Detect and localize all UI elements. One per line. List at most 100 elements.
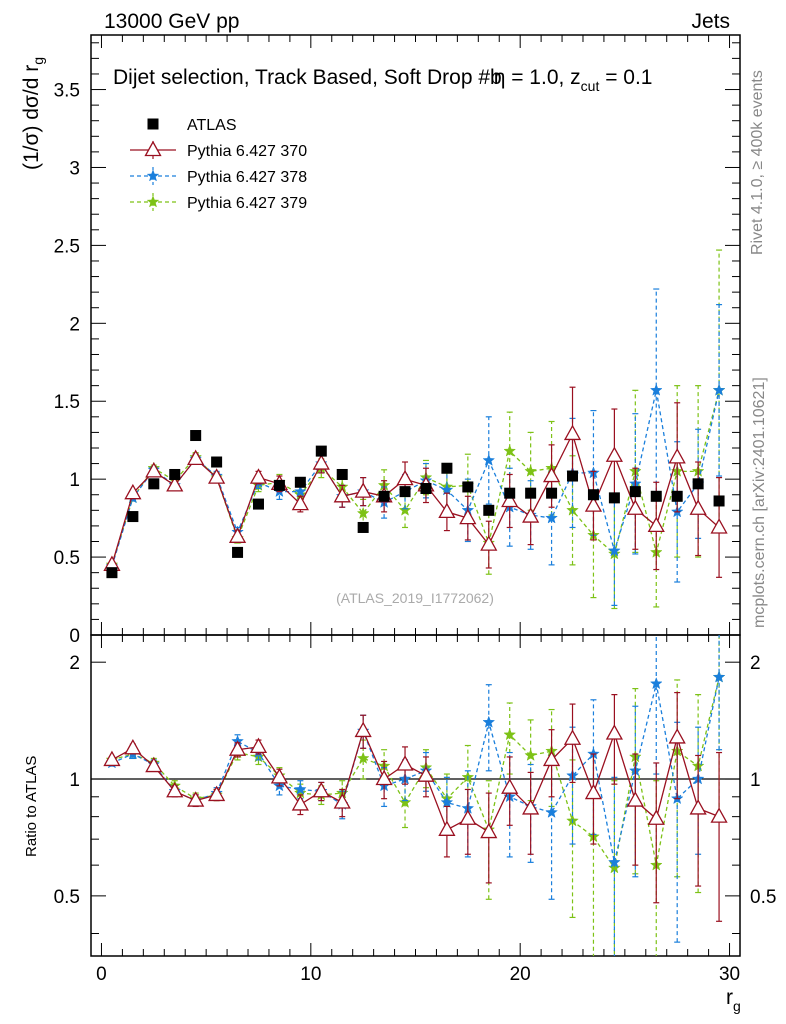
y-tick-label: 2 — [69, 314, 80, 335]
x-axis-label-main: r — [726, 986, 733, 1009]
ratio-point-p378 — [482, 715, 496, 728]
main-point-p378 — [482, 453, 496, 466]
main-point-data — [483, 504, 495, 516]
ratio-series-line-p379 — [111, 677, 720, 870]
plot-title-end: = 0.1 — [599, 66, 652, 89]
main-point-p370 — [480, 535, 498, 551]
ratio-point-p379 — [356, 751, 370, 764]
plot-title-tail: η = 1.0, z — [494, 66, 581, 89]
main-point-p370 — [605, 446, 623, 462]
main-point-data — [713, 495, 725, 507]
main-point-p370 — [522, 507, 540, 523]
main-point-data — [336, 468, 348, 480]
y-axis-label: (1/σ) dσ/d rg — [20, 57, 46, 170]
ratio-point-p370 — [291, 795, 309, 811]
main-point-data — [315, 445, 327, 457]
main-point-p370 — [689, 499, 707, 515]
main-point-p370 — [124, 483, 142, 500]
main-point-p378 — [545, 511, 558, 524]
ratio-point-p370 — [668, 728, 686, 744]
legend-marker-p370 — [144, 140, 162, 157]
main-point-data — [692, 478, 704, 490]
ratio-point-p370 — [542, 750, 561, 767]
ratio-point-p370 — [166, 781, 184, 798]
ratio-point-p379 — [398, 795, 412, 808]
main-point-p370 — [668, 447, 686, 464]
y-tick-label: 3 — [69, 158, 80, 179]
ratio-y-tick-label: 1 — [69, 770, 80, 791]
analysis-watermark: (ATLAS_2019_I1772062) — [336, 590, 494, 606]
main-point-p378 — [649, 383, 663, 396]
legend-marker-p378 — [146, 169, 160, 182]
main-point-p370 — [145, 462, 163, 478]
legend-marker-p379 — [146, 195, 160, 208]
main-point-data — [462, 481, 474, 493]
plot-title-sub: cut — [581, 78, 600, 94]
main-point-data — [273, 479, 285, 491]
main-point-data — [127, 511, 139, 523]
ratio-point-p378 — [440, 795, 454, 808]
main-point-data — [169, 468, 181, 480]
main-point-p370 — [710, 518, 728, 534]
ratio-point-p370 — [228, 740, 247, 756]
ratio-point-p370 — [396, 755, 414, 771]
ratio-point-p370 — [480, 822, 498, 839]
ratio-axis-label: Ratio to ATLAS — [23, 756, 40, 857]
plot-title: Dijet selection, Track Based, Soft Drop … — [113, 66, 653, 94]
y-tick-label: 1.5 — [54, 392, 80, 413]
main-point-data — [252, 498, 264, 510]
main-series-line-p378 — [111, 390, 720, 567]
main-point-data — [504, 487, 516, 499]
y-tick-label: 0 — [69, 626, 80, 647]
ratio-y-tick-label-right: 1 — [750, 770, 761, 791]
ratio-point-p370 — [333, 793, 351, 809]
main-point-data — [378, 490, 390, 502]
main-point-p370 — [187, 449, 205, 466]
ratio-point-p370 — [689, 799, 707, 815]
main-point-p370 — [563, 424, 582, 441]
main-point-data — [546, 487, 558, 499]
main-point-data — [420, 483, 432, 495]
header-jets-label: Jets — [691, 10, 730, 33]
legend: ATLAS Pythia 6.427 370 Pythia 6.427 378 Pyt… — [130, 117, 307, 212]
main-point-p370 — [166, 476, 184, 492]
main-series-line-p379 — [111, 390, 720, 566]
ratio-point-p370 — [417, 766, 435, 782]
y-tick-label: 2.5 — [54, 236, 80, 257]
legend-label-p379: Pythia 6.427 379 — [187, 195, 307, 212]
main-point-p370 — [396, 469, 414, 486]
main-point-data — [608, 492, 620, 504]
main-point-p370 — [333, 486, 351, 503]
ratio-point-p370 — [522, 799, 540, 815]
ratio-point-p379 — [524, 748, 538, 761]
ratio-point-p370 — [563, 729, 582, 745]
ratio-series-line-p370 — [111, 729, 720, 834]
ratio-y-tick-label: 0.5 — [54, 887, 80, 908]
y-axis-label-main: (1/σ) dσ/d r — [20, 65, 43, 170]
legend-marker-data — [147, 118, 159, 130]
ratio-point-p378 — [545, 805, 558, 818]
main-point-p378 — [440, 483, 454, 496]
ratio-point-p378 — [712, 670, 726, 683]
ratio-point-p370 — [124, 738, 142, 755]
axes-layer: 0 10 20 30 0 0.5 1 1.5 2 2.5 3 3.5 0.5 0.5 1 1 2 2 — [54, 35, 776, 985]
x-axis-label-sub: g — [733, 998, 741, 1014]
legend-label-data: ATLAS — [187, 117, 237, 134]
main-point-p370 — [647, 516, 665, 533]
ratio-point-p370 — [501, 778, 519, 794]
y-tick-label: 1 — [69, 470, 80, 491]
y-tick-label: 3.5 — [54, 81, 80, 102]
y-tick-label: 0.5 — [54, 548, 80, 569]
legend-label-p378: Pythia 6.427 378 — [187, 169, 307, 186]
main-point-data — [671, 490, 683, 502]
main-point-p370 — [501, 491, 519, 508]
ratio-point-p370 — [103, 750, 121, 767]
x-tick-label: 30 — [719, 964, 740, 985]
main-point-data — [441, 462, 453, 474]
ratio-point-p370 — [605, 724, 623, 740]
main-point-data — [190, 430, 202, 442]
ratio-y-tick-label-right: 0.5 — [750, 887, 776, 908]
bottom-panel-frame — [90, 634, 741, 957]
plot-title-main: Dijet selection, Track Based, Soft Drop … — [113, 66, 502, 89]
